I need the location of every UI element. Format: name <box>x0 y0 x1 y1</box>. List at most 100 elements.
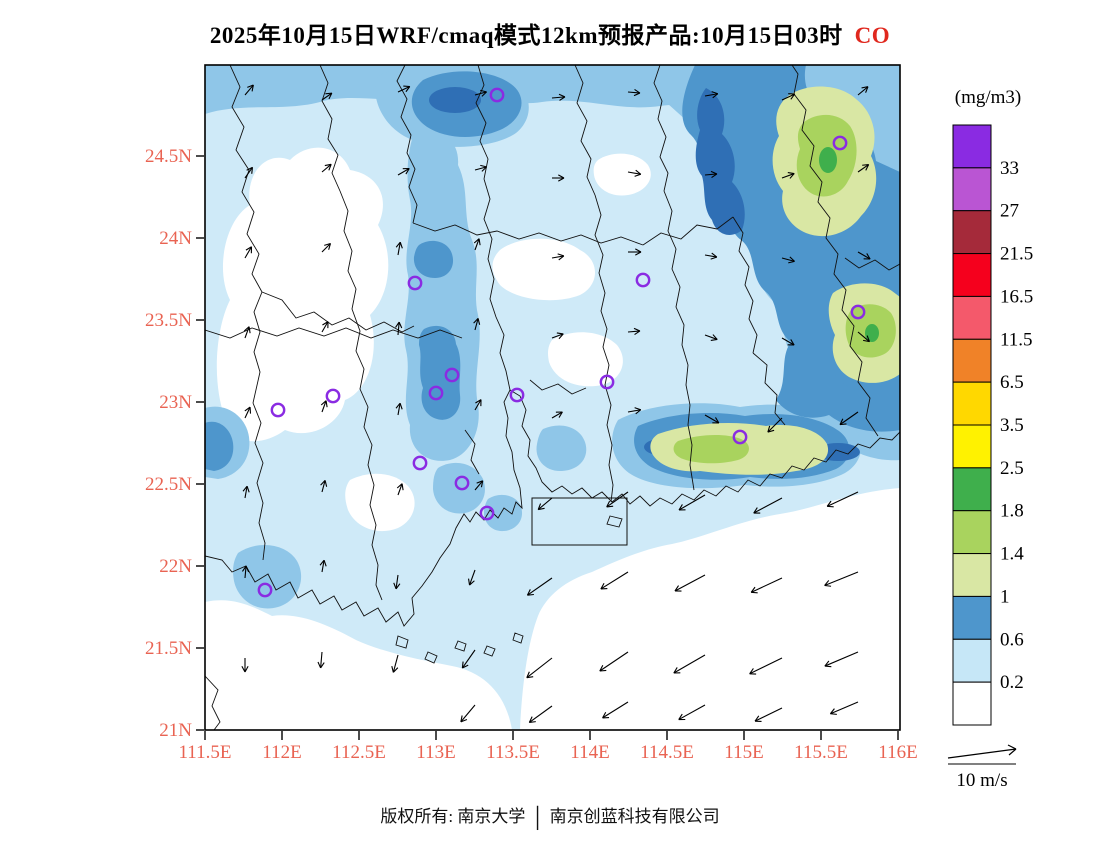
city-marker <box>489 87 505 103</box>
city-marker <box>635 272 651 288</box>
lon-tick-label: 115.5E <box>794 742 848 763</box>
contour-region <box>673 435 749 464</box>
wind-arrow <box>826 491 859 508</box>
wind-arrow <box>602 701 629 719</box>
colorbar-label: 1.8 <box>1000 501 1024 522</box>
contour-region <box>819 147 837 173</box>
wind-arrow <box>781 337 795 346</box>
lat-tick-label: 24N <box>159 228 192 249</box>
wind-arrow <box>244 84 254 96</box>
lon-tick-label: 115E <box>724 742 763 763</box>
colorbar-label: 27 <box>1000 201 1019 222</box>
wind-arrow <box>244 406 252 419</box>
wind-arrow <box>781 256 795 264</box>
wind-arrow <box>673 654 706 674</box>
boundary-line <box>512 632 524 644</box>
wind-arrow <box>839 411 859 426</box>
wind-arrow <box>241 658 249 673</box>
wind-arrow <box>857 251 871 260</box>
lat-tick-label: 24.5N <box>145 146 192 167</box>
wind-arrow <box>537 497 553 511</box>
contour-region <box>548 332 623 387</box>
wind-arrow <box>551 332 564 340</box>
contour-region <box>593 153 651 196</box>
boundary-line <box>642 216 734 246</box>
city-marker <box>407 275 423 291</box>
colorbar-swatch <box>952 553 992 597</box>
wind-arrow <box>750 577 783 594</box>
colorbar-swatch <box>952 295 992 340</box>
wind-arrow <box>857 86 869 96</box>
wind-arrow <box>767 417 783 433</box>
wind-arrow <box>704 91 719 99</box>
wind-arrow <box>704 252 718 260</box>
colorbar-swatch <box>952 210 992 255</box>
boundary-line <box>752 352 786 426</box>
wind-arrow <box>397 167 410 176</box>
boundary-line <box>653 65 669 192</box>
boundary-line <box>483 178 511 391</box>
wind-arrow <box>781 172 795 179</box>
wind-arrow <box>781 93 796 101</box>
boundary-line <box>844 257 900 271</box>
city-marker <box>509 387 525 403</box>
wind-scale-label: 10 m/s <box>956 770 1007 791</box>
contour-region <box>419 325 461 420</box>
copyright-right: 南京创蓝科技有限公司 <box>549 807 720 826</box>
boundary-line <box>319 65 341 192</box>
colorbar-swatch <box>952 595 992 640</box>
wind-arrow <box>627 169 642 177</box>
wind-arrow <box>243 326 251 339</box>
lat-tick-label: 21N <box>159 720 192 741</box>
city-marker <box>599 374 615 390</box>
inset-box <box>531 497 628 546</box>
boundary-line <box>252 291 263 404</box>
wind-arrow <box>473 318 481 331</box>
contour-region <box>695 88 745 235</box>
contour-region <box>536 425 587 472</box>
boundary-line <box>424 651 438 664</box>
boundary-line <box>261 291 415 333</box>
wind-scale-arrow <box>947 748 1017 759</box>
wind-arrow <box>528 705 553 724</box>
city-marker <box>479 505 495 521</box>
wind-arrow <box>824 651 859 668</box>
map-frame <box>204 64 901 731</box>
wind-arrow <box>474 480 484 491</box>
wind-arrow <box>319 559 327 573</box>
wind-arrow <box>395 402 403 416</box>
wind-arrow <box>753 497 783 514</box>
lat-tick-label: 21.5N <box>145 638 192 659</box>
contour-region <box>483 494 523 532</box>
wind-arrow <box>628 248 642 256</box>
wind-arrow <box>599 651 629 672</box>
wind-arrow <box>474 89 487 97</box>
wind-arrow <box>674 574 706 592</box>
wind-arrow <box>468 569 476 586</box>
wind-arrow <box>396 483 404 496</box>
wind-arrow <box>321 242 332 253</box>
wind-arrow <box>526 657 553 679</box>
species-label: CO <box>854 23 891 48</box>
coastline <box>205 389 900 627</box>
boundary-line <box>412 222 644 246</box>
colorbar-swatch <box>952 510 992 555</box>
boundary-line <box>252 402 266 561</box>
wind-arrow <box>627 407 642 415</box>
boundary-line <box>454 640 467 652</box>
footer-separator: │ <box>530 807 545 829</box>
wind-arrow <box>391 654 399 673</box>
wind-arrow <box>473 238 481 251</box>
wind-arrow <box>474 399 482 411</box>
lat-tick-label: 23.5N <box>145 310 192 331</box>
lon-tick-label: 112E <box>262 742 301 763</box>
colorbar-swatch <box>952 167 992 212</box>
wind-arrow <box>704 414 720 424</box>
copyright-footer: 版权所有: 南京大学 │ 南京创蓝科技有限公司 <box>0 802 1100 830</box>
wind-arrow <box>320 400 328 413</box>
wind-arrow <box>321 321 329 333</box>
colorbar-label: 6.5 <box>1000 372 1024 393</box>
colorbar-swatch <box>952 338 992 383</box>
colorbar-swatch <box>952 253 992 297</box>
